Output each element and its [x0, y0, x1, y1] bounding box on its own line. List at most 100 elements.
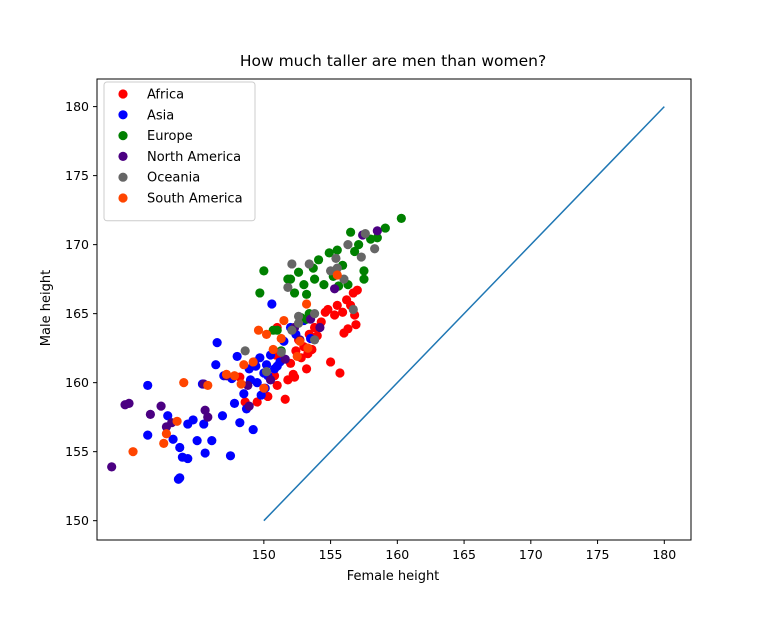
legend-marker — [118, 110, 128, 120]
reference-line-layer — [263, 106, 665, 522]
data-point — [280, 394, 290, 404]
legend-label: Asia — [147, 108, 174, 123]
legend-label: Africa — [147, 88, 184, 103]
data-point — [143, 430, 153, 440]
data-point — [265, 375, 276, 385]
data-point — [293, 311, 304, 322]
data-point — [272, 380, 282, 391]
data-point — [295, 336, 305, 346]
data-point — [285, 274, 296, 284]
data-point — [268, 344, 278, 355]
data-point — [313, 255, 324, 265]
series-europe — [255, 213, 406, 356]
data-point — [309, 274, 320, 284]
y-tick-label: 155 — [65, 444, 89, 459]
data-point — [343, 324, 353, 334]
data-point — [199, 419, 209, 429]
data-point — [332, 263, 342, 273]
data-point — [255, 353, 265, 363]
x-tick-label: 155 — [319, 547, 343, 562]
legend-item: Asia — [118, 108, 174, 123]
series-oceania — [240, 228, 380, 377]
legend-marker — [118, 151, 128, 161]
data-point — [343, 240, 353, 250]
data-point — [145, 409, 155, 419]
data-point — [346, 227, 356, 237]
data-point — [128, 447, 138, 457]
data-point — [143, 380, 153, 391]
data-point — [211, 360, 221, 370]
legend-marker — [118, 89, 128, 99]
data-point — [301, 364, 312, 374]
legend-label: Europe — [147, 129, 193, 144]
data-point — [207, 436, 217, 446]
data-point — [324, 248, 334, 258]
data-point — [352, 285, 362, 295]
data-point — [239, 389, 249, 399]
x-axis-label: Female height — [347, 569, 440, 584]
data-point — [236, 379, 246, 389]
data-point — [221, 369, 232, 379]
data-point — [259, 383, 269, 393]
legend-marker — [118, 193, 128, 203]
data-point — [301, 299, 312, 309]
data-point — [276, 347, 286, 357]
data-point — [372, 226, 382, 236]
data-point — [356, 252, 366, 262]
data-point — [159, 438, 169, 448]
x-tick-label: 150 — [252, 547, 276, 562]
data-point — [163, 411, 173, 421]
data-point — [172, 416, 182, 426]
x-tick-label: 170 — [519, 547, 543, 562]
data-point — [287, 325, 297, 335]
data-point — [315, 322, 325, 333]
y-tick-label: 180 — [65, 99, 89, 114]
data-point — [332, 300, 342, 310]
data-point — [244, 401, 254, 411]
x-tick-label: 175 — [586, 547, 610, 562]
data-point — [192, 436, 202, 446]
data-point — [354, 240, 364, 250]
legend-box — [103, 81, 256, 222]
x-tick-label: 160 — [385, 547, 409, 562]
y-axis-label: Male height — [39, 270, 54, 346]
data-point — [261, 367, 272, 377]
data-point — [325, 357, 336, 367]
data-point — [309, 309, 320, 319]
legend-item: North America — [118, 150, 241, 165]
data-point — [331, 253, 341, 264]
data-point — [292, 351, 302, 362]
data-point — [124, 398, 134, 408]
data-point — [203, 412, 213, 422]
data-point — [332, 245, 342, 255]
data-point — [168, 434, 178, 444]
data-point — [200, 448, 210, 458]
plot-frame — [96, 78, 692, 541]
data-point — [372, 233, 382, 243]
data-point — [255, 288, 265, 298]
data-point — [259, 266, 269, 276]
data-point — [293, 318, 304, 328]
data-point — [252, 397, 262, 407]
data-point — [161, 429, 172, 439]
data-point — [217, 411, 228, 421]
axes-layer: 150 155 160 165 170 175 1801501551601651701751… — [65, 78, 692, 562]
data-point — [183, 453, 193, 464]
legend-label: Oceania — [147, 171, 200, 186]
legend-marker — [118, 172, 128, 182]
data-point — [359, 274, 369, 284]
data-point — [225, 451, 236, 461]
data-point — [348, 304, 358, 315]
data-point — [339, 274, 349, 284]
data-point — [253, 325, 264, 335]
data-point — [179, 378, 189, 388]
data-point — [175, 473, 185, 483]
data-point — [200, 405, 210, 415]
data-point — [319, 280, 329, 290]
data-point — [240, 346, 250, 356]
legend-item: Africa — [118, 88, 184, 103]
data-point — [188, 415, 198, 425]
y-tick-label: 170 — [65, 237, 89, 252]
data-point — [303, 343, 313, 353]
data-points-layer — [107, 213, 406, 484]
